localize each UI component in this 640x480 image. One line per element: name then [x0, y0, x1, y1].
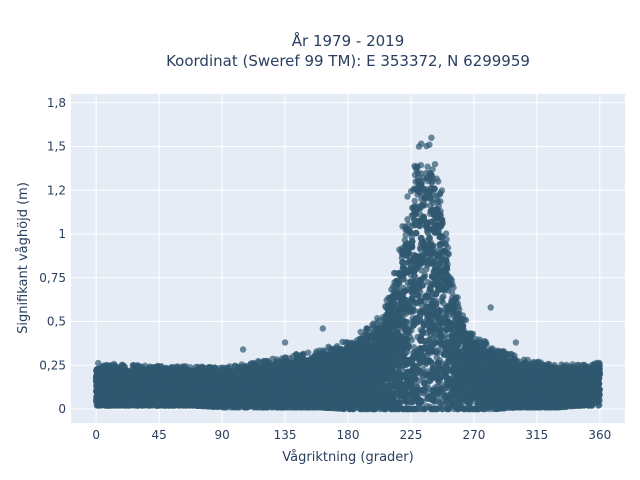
data-point — [428, 134, 435, 141]
data-point — [438, 187, 446, 194]
data-points — [92, 134, 603, 413]
data-point — [469, 330, 477, 338]
data-point — [404, 216, 411, 223]
data-point — [404, 193, 411, 200]
data-point — [431, 161, 439, 168]
data-point — [423, 142, 430, 150]
data-point — [424, 163, 431, 170]
data-point — [357, 328, 364, 336]
data-point — [414, 170, 422, 177]
